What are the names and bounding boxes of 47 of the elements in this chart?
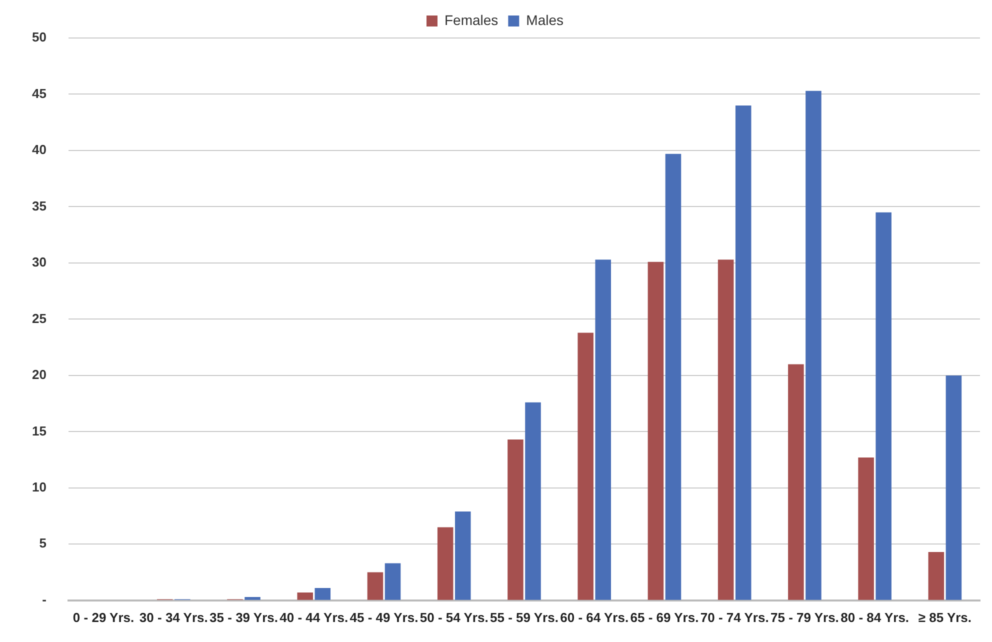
y-tick-label: 15 (32, 423, 46, 438)
x-tick-label: 30 - 34 Yrs. (139, 610, 208, 625)
bar (314, 588, 331, 600)
x-tick-label: 0 - 29 Yrs. (72, 610, 134, 625)
bar (297, 592, 313, 600)
y-tick-label: 40 (32, 142, 46, 158)
bar (367, 572, 384, 600)
x-tick-label: 35 - 39 Yrs. (210, 610, 278, 625)
y-tick-label: 30 (32, 254, 46, 270)
legend-label: Males (526, 12, 564, 28)
x-tick-label: 50 - 54 Yrs. (420, 610, 488, 625)
y-tick-label: 35 (32, 198, 46, 214)
y-tick-label: 5 (39, 536, 46, 551)
bar (735, 105, 752, 600)
bar (928, 552, 944, 600)
bar (595, 260, 611, 600)
y-tick-label: - (42, 592, 46, 607)
bar (525, 402, 541, 600)
y-tick-label: 25 (32, 310, 46, 326)
x-tick-label: 55 - 59 Yrs. (490, 610, 558, 625)
bar (578, 332, 594, 600)
x-tick-label: 70 - 74 Yrs. (700, 610, 769, 625)
bar (437, 527, 454, 600)
bar (454, 512, 471, 600)
bar (858, 458, 874, 600)
x-tick-label: 75 - 79 Yrs. (770, 610, 839, 625)
x-tick-label: 80 - 84 Yrs. (840, 610, 910, 625)
bar (508, 440, 524, 600)
bar (648, 262, 664, 600)
y-tick-label: 45 (32, 86, 46, 101)
x-tick-label: 45 - 49 Yrs. (350, 610, 418, 625)
y-tick-label: 10 (32, 480, 46, 494)
bar (946, 375, 962, 600)
x-tick-label: 65 - 69 Yrs. (630, 610, 699, 625)
bar (665, 154, 682, 600)
x-tick-label: 60 - 64 Yrs. (560, 610, 629, 625)
bar (244, 597, 260, 600)
x-tick-label: ≥ 85 Yrs. (918, 610, 972, 625)
bar (384, 563, 401, 600)
bar (718, 260, 734, 600)
x-tick-label: 40 - 44 Yrs. (280, 610, 348, 625)
y-tick-label: 20 (32, 367, 46, 382)
bar (876, 212, 892, 600)
y-tick-label: 50 (32, 30, 46, 45)
legend-label: Females (444, 12, 498, 28)
bar (806, 90, 822, 600)
bar (788, 364, 804, 600)
